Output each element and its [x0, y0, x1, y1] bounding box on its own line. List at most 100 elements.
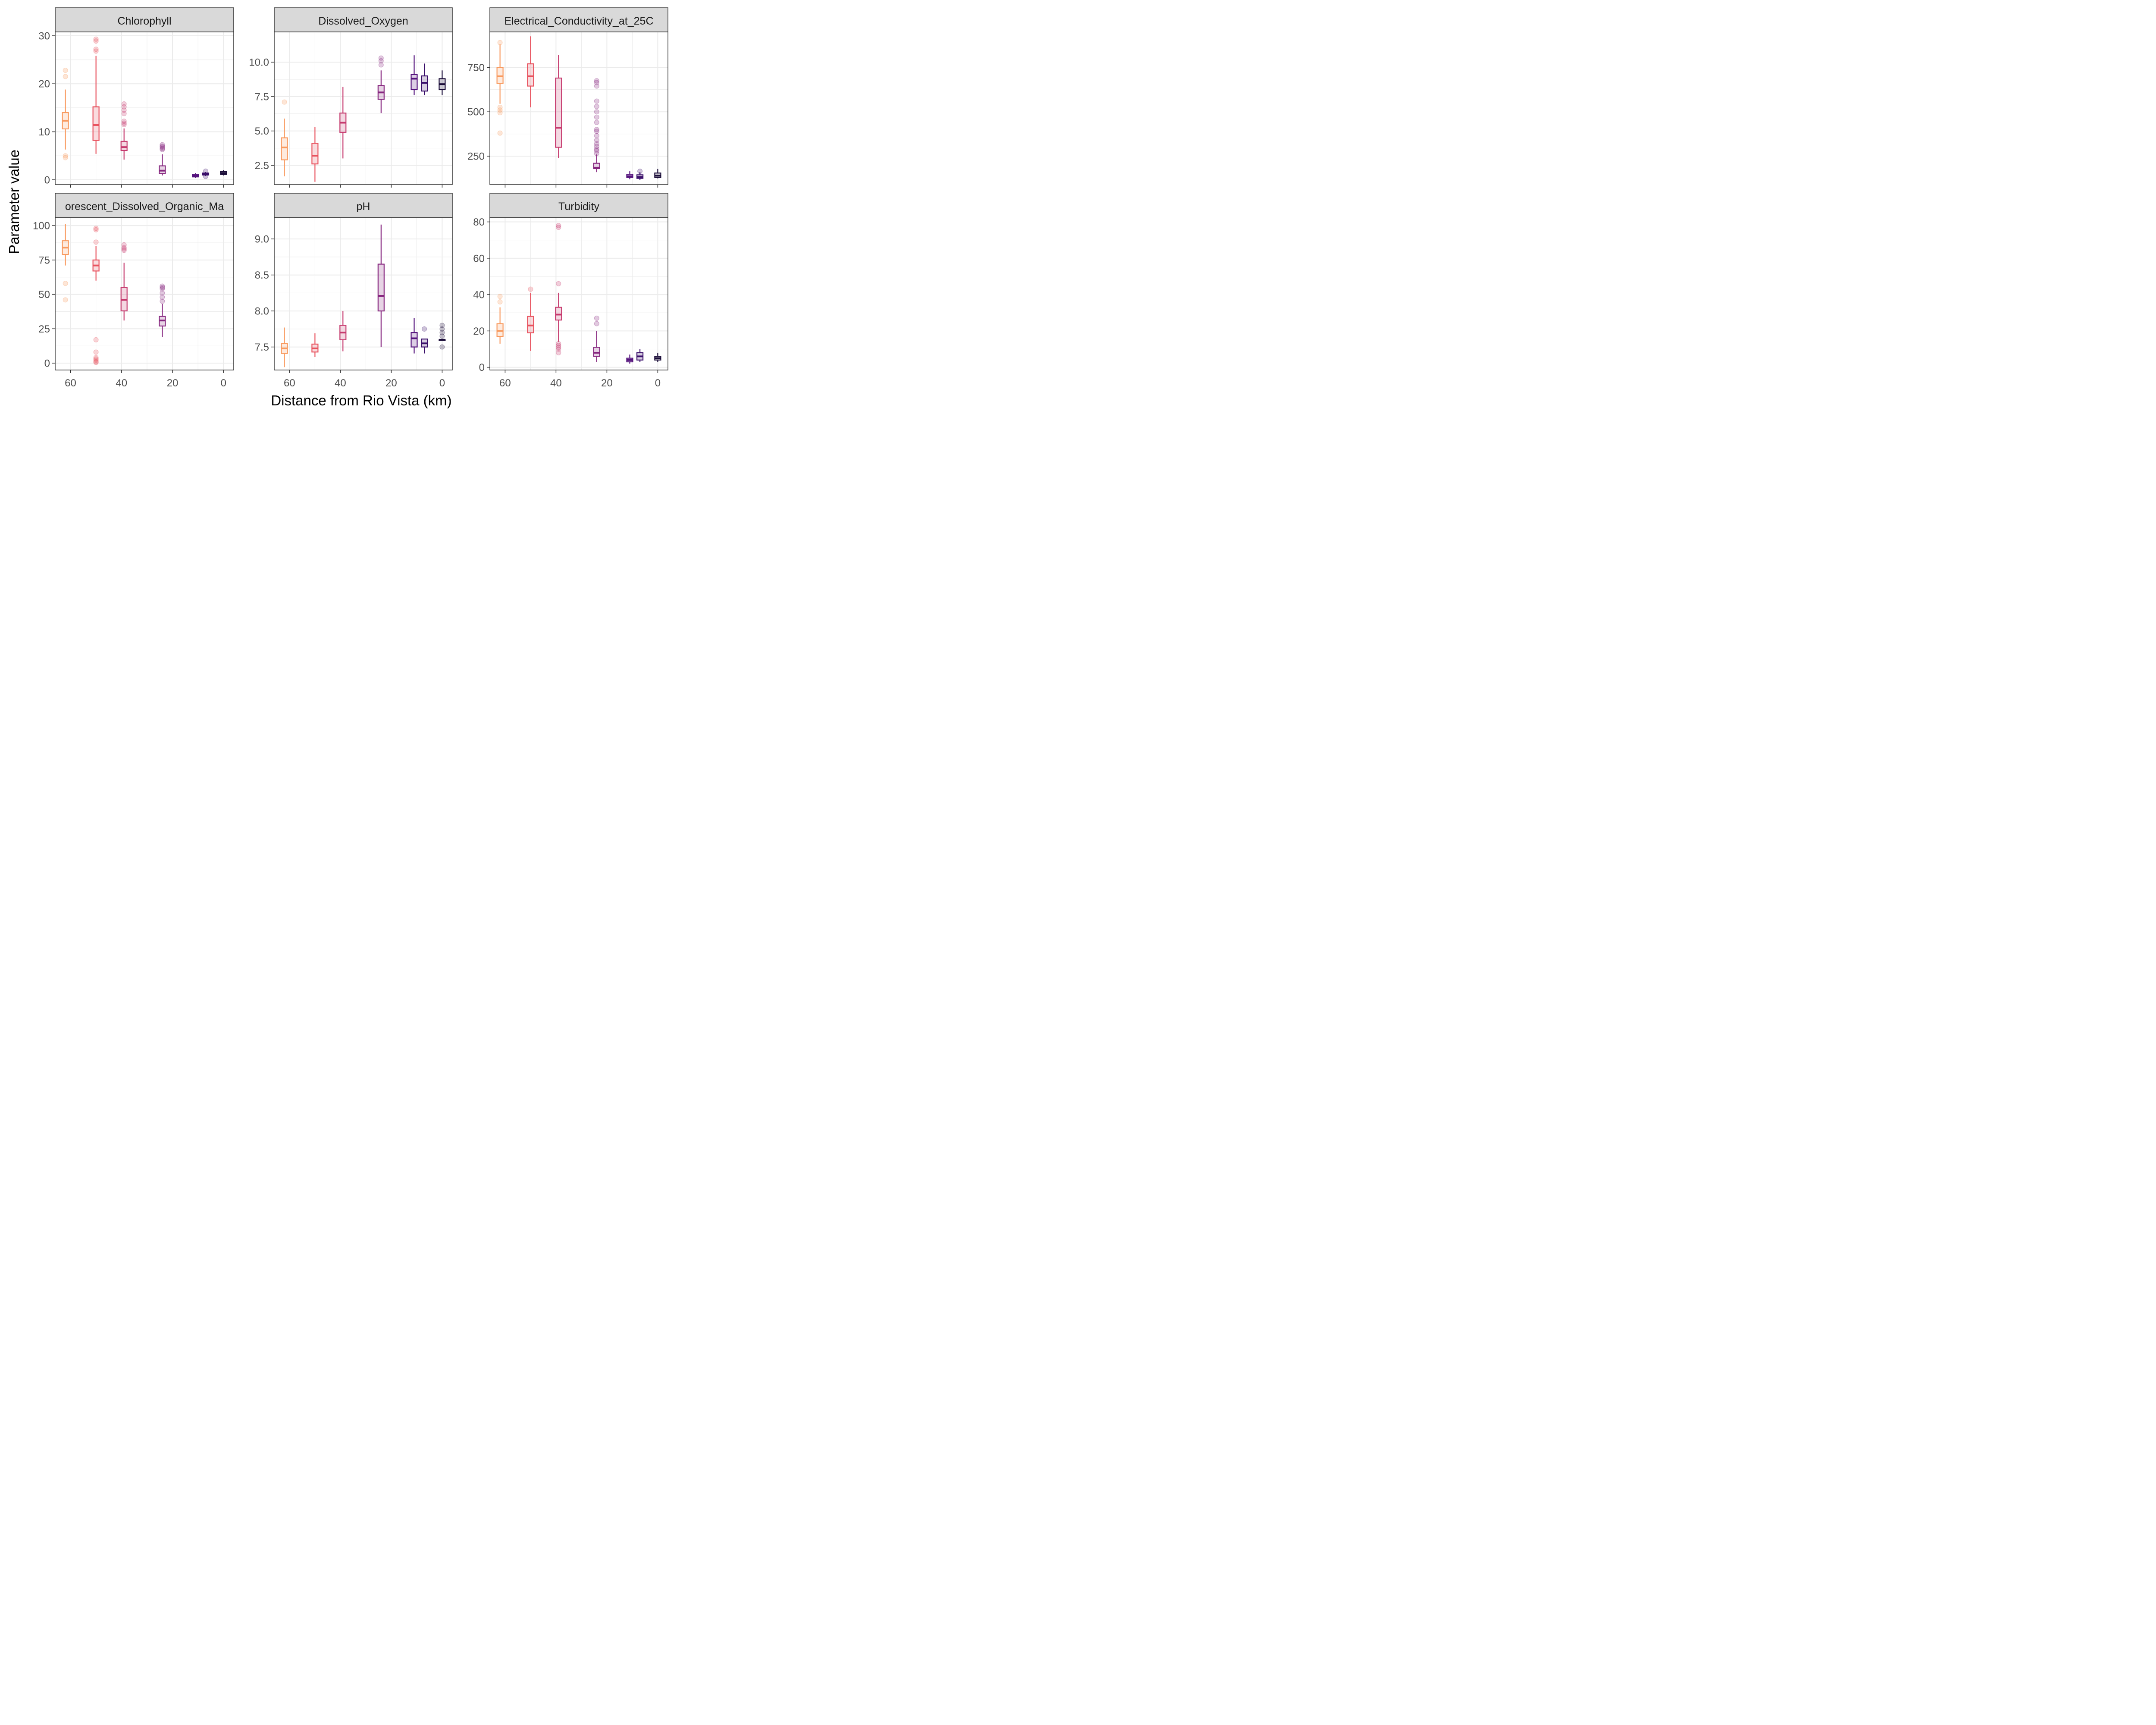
box-group: [62, 36, 227, 179]
strip-background: [274, 7, 453, 32]
y-tick-label: 5.0: [255, 125, 269, 137]
outlier-point: [121, 107, 127, 113]
strip-label: Chlorophyll: [117, 15, 171, 27]
outlier-point: [594, 133, 599, 138]
outlier-point: [160, 286, 165, 292]
strip-text-group: pH: [357, 201, 370, 213]
outlier-point: [93, 36, 99, 42]
y-tick-label: 10.0: [249, 57, 269, 69]
y-tick-label: 8.5: [255, 270, 269, 281]
strip-background: [274, 193, 453, 218]
outlier-point: [93, 227, 99, 232]
outlier-point: [594, 114, 599, 120]
panel-background: [490, 217, 668, 370]
outlier-point: [378, 62, 384, 68]
outlier-point: [63, 153, 68, 159]
outlier-point: [160, 283, 165, 289]
outlier-point: [556, 281, 561, 286]
outlier-point: [556, 345, 561, 350]
outlier-point: [594, 138, 599, 143]
y-tick-label: 50: [38, 289, 50, 301]
box-group: [496, 36, 661, 180]
x-axis-title: Distance from Rio Vista (km): [271, 392, 451, 408]
outlier-point: [160, 142, 165, 147]
outlier-point: [121, 246, 127, 252]
y-tick-label: 9.0: [255, 234, 269, 245]
outlier-point: [422, 326, 427, 332]
x-tick-label: 0: [655, 377, 661, 389]
outlier-point: [93, 358, 99, 363]
strip-text-group: orescent_Dissolved_Organic_Ma: [65, 201, 224, 213]
outlier-point: [63, 297, 68, 303]
outlier-point: [497, 107, 503, 113]
outlier-point: [556, 223, 561, 228]
panel-background: [55, 217, 234, 370]
box-body: [377, 263, 385, 312]
y-tick-label: 30: [38, 30, 50, 42]
x-tick-label: 20: [601, 377, 613, 389]
outlier-point: [594, 109, 599, 115]
x-tick-label: 60: [65, 377, 76, 389]
outlier-point: [121, 242, 127, 248]
box-body: [555, 77, 562, 148]
y-tick-label: 0: [479, 362, 485, 373]
outlier-point: [594, 151, 599, 156]
panel-3: Electrical_Conductivity_at_25C2505007506…: [467, 7, 668, 204]
x-tick-label: 40: [550, 377, 562, 389]
box-body: [159, 165, 166, 174]
outlier-point: [93, 48, 99, 54]
box-body: [120, 141, 128, 151]
box-body: [527, 63, 534, 87]
strip-label: orescent_Dissolved_Organic_Ma: [65, 201, 224, 213]
outlier-point: [160, 144, 165, 150]
facet-panels: Chlorophyll 0 10 20 30 60 40 20 0 Dissolved_Oxyge…: [33, 7, 668, 389]
strip-label: Turbidity: [558, 201, 599, 213]
y-tick-label: 8.0: [255, 306, 269, 317]
outlier-point: [160, 146, 165, 151]
outlier-point: [594, 148, 599, 154]
x-tick-label: 20: [167, 377, 179, 389]
outlier-point: [160, 147, 165, 152]
y-tick-label: 0: [44, 358, 50, 370]
x-tick-label: 0: [221, 377, 226, 389]
strip-label: pH: [357, 201, 370, 213]
outlier-point: [594, 321, 599, 326]
strip-background: [55, 7, 234, 32]
panel-5: pH 7.5 8.0 8.5 9.0 60 40 20 0: [255, 193, 453, 389]
x-tick-label: 60: [499, 377, 511, 389]
faceted-boxplot-chart: Chlorophyll 0 10 20 30 60 40 20 0 Dissolved_Oxyge…: [6, 7, 668, 408]
outlier-point: [121, 111, 127, 116]
outlier-point: [160, 294, 165, 300]
box-body: [593, 347, 600, 357]
y-tick-label: 2.5: [255, 160, 269, 172]
outlier-point: [63, 155, 68, 160]
outlier-point: [121, 120, 127, 126]
outlier-point: [497, 299, 503, 304]
outlier-point: [93, 355, 99, 361]
outlier-point: [93, 360, 99, 365]
strip-background: [489, 193, 668, 218]
y-tick-label: 100: [33, 220, 50, 232]
outlier-point: [63, 74, 68, 79]
panel-background: [490, 32, 668, 185]
outlier-point: [594, 104, 599, 109]
outlier-point: [439, 326, 445, 332]
outlier-point: [556, 341, 561, 346]
x-tick-label: 40: [116, 377, 127, 389]
box-group: [281, 55, 446, 182]
outlier-point: [594, 119, 599, 125]
y-tick-label: 40: [473, 289, 485, 301]
outlier-point: [378, 55, 384, 61]
outlier-point: [63, 68, 68, 73]
y-tick-label: 80: [473, 216, 485, 228]
outlier-point: [594, 80, 599, 85]
outlier-point: [594, 83, 599, 89]
box-body: [496, 323, 504, 337]
x-tick-label: 0: [439, 377, 445, 389]
y-tick-label: 0: [44, 174, 50, 186]
outlier-point: [63, 281, 68, 286]
y-tick-label: 7.5: [255, 91, 269, 103]
outlier-point: [439, 323, 445, 328]
outlier-point: [556, 346, 561, 352]
strip-text-group: Electrical_Conductivity_at_25C: [504, 15, 653, 27]
